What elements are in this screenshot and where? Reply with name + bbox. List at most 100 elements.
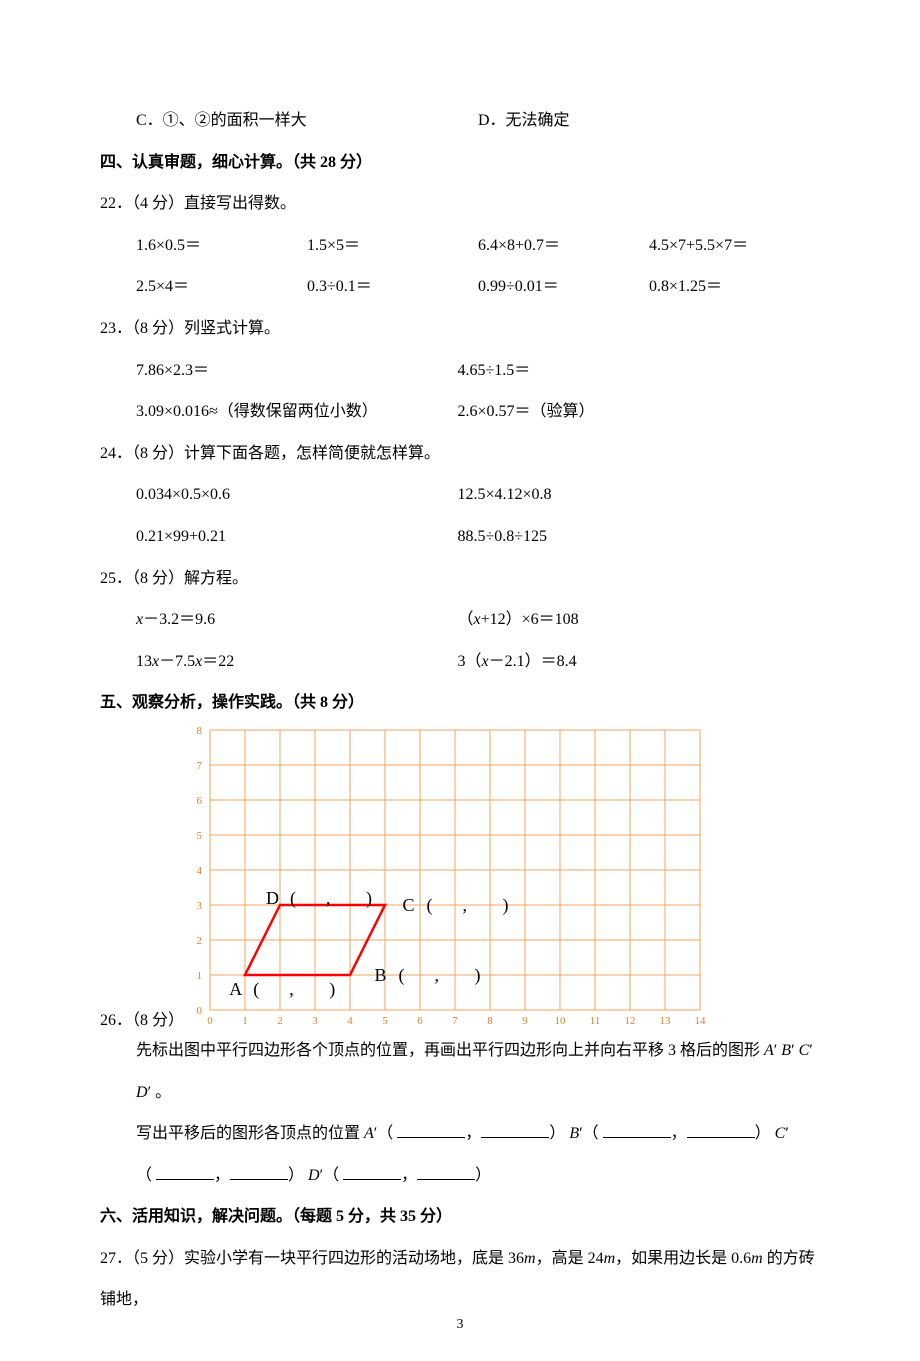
q27-mid2: ，如果用边长是 0.6 — [615, 1250, 751, 1267]
svg-text:(: ( — [399, 965, 405, 986]
q25-r1-b: （x+12）×6＝108 — [457, 599, 820, 641]
svg-text:3: 3 — [312, 1015, 318, 1027]
q25-stem: 25．（8 分）解方程。 — [100, 558, 820, 600]
svg-text:13: 13 — [660, 1015, 672, 1027]
close: ） — [755, 1125, 771, 1142]
svg-text:1: 1 — [197, 970, 203, 982]
svg-text:A: A — [229, 979, 242, 999]
svg-text:(: ( — [253, 979, 259, 1000]
svg-text:,: , — [463, 895, 468, 915]
svg-text:4: 4 — [197, 865, 203, 877]
page: C．①、②的面积一样大 D．无法确定 四、认真审题，细心计算。（共 28 分） … — [0, 0, 920, 1361]
svg-text:B: B — [375, 965, 387, 985]
q25-r1-a-post: －3.2＝9.6 — [143, 611, 215, 628]
blank-input[interactable] — [687, 1122, 755, 1138]
q22-r1-c: 6.4×8+0.7＝ — [478, 225, 649, 267]
blank-input[interactable] — [481, 1122, 549, 1138]
svg-text:7: 7 — [197, 760, 203, 772]
q26-p1-bp: ′ — [791, 1042, 799, 1059]
q26-p2-rest: ′ 。 — [148, 1084, 172, 1101]
svg-text:,: , — [435, 965, 440, 985]
svg-text:1: 1 — [242, 1015, 248, 1027]
svg-text:): ) — [503, 895, 509, 916]
svg-text:8: 8 — [197, 725, 203, 737]
q22-r2-a: 2.5×4＝ — [136, 266, 307, 308]
option-c: C．①、②的面积一样大 — [136, 100, 478, 142]
q26-para4: （ ，） D′（ ，） — [100, 1155, 820, 1197]
q24-r2-b: 88.5÷0.8÷125 — [457, 516, 820, 558]
svg-text:C: C — [403, 895, 415, 915]
blank-input[interactable] — [156, 1164, 214, 1180]
unit-m: m — [524, 1250, 536, 1267]
q26-para3: 写出平移后的图形各顶点的位置 A′（ ，） B′（ ，） C′ — [100, 1113, 820, 1155]
q25-r2-a-post: ＝22 — [202, 653, 234, 670]
svg-text:6: 6 — [197, 795, 203, 807]
q25-row2: 13x－7.5x＝22 3（x－2.1）＝8.4 — [100, 641, 820, 683]
q26-p4-D: D — [308, 1167, 320, 1184]
blank-input[interactable] — [417, 1164, 475, 1180]
blank-input[interactable] — [343, 1164, 401, 1180]
q24-r2-a: 0.21×99+0.21 — [136, 516, 457, 558]
page-number: 3 — [0, 1317, 920, 1333]
svg-text:3: 3 — [197, 900, 203, 912]
q25-r2-a: 13x－7.5x＝22 — [136, 641, 457, 683]
q23-row2: 3.09×0.016≈（得数保留两位小数） 2.6×0.57＝（验算） — [100, 391, 820, 433]
q23-r1-b: 4.65÷1.5＝ — [457, 350, 820, 392]
q26-figure-block: 26．（8 分） 01234567891011121314012345678A(… — [100, 724, 820, 1030]
sep: ， — [214, 1167, 230, 1184]
grid-figure: 01234567891011121314012345678A(,)B(,)C(,… — [188, 724, 706, 1030]
sep: ， — [671, 1125, 687, 1142]
q26-p1-pre: 先标出图中平行四边形各个顶点的位置，再画出平行四边形向上并向右平移 3 格后的图… — [136, 1042, 764, 1059]
q26-para1: 先标出图中平行四边形各个顶点的位置，再画出平行四边形向上并向右平移 3 格后的图… — [100, 1030, 820, 1072]
svg-text:7: 7 — [452, 1015, 458, 1027]
q24-row1: 0.034×0.5×0.6 12.5×4.12×0.8 — [100, 474, 820, 516]
q26-p2-D: D — [136, 1084, 148, 1101]
q23-stem: 23．（8 分）列竖式计算。 — [100, 308, 820, 350]
q26-p3-bp: ′（ — [579, 1125, 599, 1142]
option-row: C．①、②的面积一样大 D．无法确定 — [100, 100, 820, 142]
q27-pre: 27．（5 分）实验小学有一块平行四边形的活动场地，底是 36 — [100, 1250, 524, 1267]
var-x: x — [473, 611, 480, 628]
svg-text:): ) — [475, 965, 481, 986]
blank-input[interactable] — [603, 1122, 671, 1138]
q24-row2: 0.21×99+0.21 88.5÷0.8÷125 — [100, 516, 820, 558]
close: ） — [475, 1167, 491, 1184]
blank-input[interactable] — [230, 1164, 288, 1180]
q25-r2-b-pre: 3（ — [457, 653, 481, 670]
svg-text:,: , — [289, 979, 294, 999]
q24-r1-a: 0.034×0.5×0.6 — [136, 474, 457, 516]
q27-line: 27．（5 分）实验小学有一块平行四边形的活动场地，底是 36m，高是 24m，… — [100, 1238, 820, 1321]
open: （ — [136, 1167, 152, 1184]
blank-input[interactable] — [397, 1122, 465, 1138]
q25-row1: x －3.2＝9.6 （x+12）×6＝108 — [100, 599, 820, 641]
q26-p1-B: B — [781, 1042, 791, 1059]
q25-r1-b-pre: （ — [457, 611, 473, 628]
q24-stem: 24．（8 分）计算下面各题，怎样简便就怎样算。 — [100, 433, 820, 475]
q26-p3-C: C — [775, 1125, 786, 1142]
q25-r2-b-post: －2.1）＝8.4 — [489, 653, 577, 670]
q26-p3-pre: 写出平移后的图形各顶点的位置 — [136, 1125, 364, 1142]
unit-m: m — [604, 1250, 616, 1267]
q23-r1-a: 7.86×2.3＝ — [136, 350, 457, 392]
q26-p1-C: C — [799, 1042, 810, 1059]
q22-r1-d: 4.5×7+5.5×7＝ — [649, 225, 820, 267]
q26-p3-A: A — [364, 1125, 374, 1142]
q23-row1: 7.86×2.3＝ 4.65÷1.5＝ — [100, 350, 820, 392]
close: ） — [288, 1167, 304, 1184]
svg-text:0: 0 — [197, 1005, 203, 1017]
svg-text:5: 5 — [382, 1015, 388, 1027]
q25-r2-a-mid: －7.5 — [159, 653, 195, 670]
q26-p4-dp: ′（ — [320, 1167, 340, 1184]
svg-text:4: 4 — [347, 1015, 353, 1027]
q25-r2-b: 3（x－2.1）＝8.4 — [457, 641, 820, 683]
q23-r2-a: 3.09×0.016≈（得数保留两位小数） — [136, 391, 457, 433]
q22-row2: 2.5×4＝ 0.3÷0.1＝ 0.99÷0.01＝ 0.8×1.25＝ — [100, 266, 820, 308]
option-d: D．无法确定 — [478, 100, 820, 142]
svg-text:14: 14 — [695, 1015, 707, 1027]
q26-p3-ap: ′（ — [374, 1125, 394, 1142]
svg-text:9: 9 — [522, 1015, 528, 1027]
svg-text:11: 11 — [590, 1015, 601, 1027]
q26-p3-B: B — [569, 1125, 579, 1142]
svg-text:2: 2 — [197, 935, 203, 947]
svg-text:(: ( — [427, 895, 433, 916]
